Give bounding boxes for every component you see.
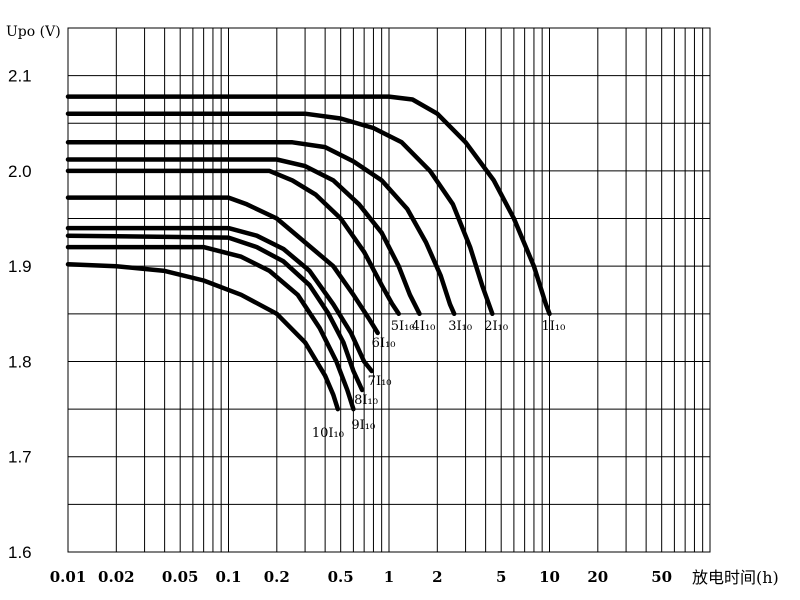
discharge-curve-1 bbox=[65, 94, 552, 317]
curve-label: 1I₁₀ bbox=[542, 319, 566, 334]
x-tick-label: 0.02 bbox=[98, 568, 135, 586]
discharge-curve-4 bbox=[65, 157, 422, 317]
discharge-curve-8 bbox=[65, 233, 365, 393]
y-tick-label: 2.0 bbox=[8, 162, 32, 181]
x-tick-label: 1 bbox=[384, 568, 394, 586]
tick-labels: 1.6 1.7 1.8 1.9 2.0 2.1 0.01 0.02 0.05 0.1 0.2 0.5 1… bbox=[8, 67, 672, 586]
curve-label: 7I₁₀ bbox=[368, 374, 392, 389]
x-tick-label: 0.2 bbox=[264, 568, 290, 586]
curve-label: 5I₁₀ bbox=[391, 319, 415, 334]
discharge-curve-6 bbox=[65, 195, 380, 336]
x-tick-label: 20 bbox=[587, 568, 608, 586]
curve-label: 6I₁₀ bbox=[372, 336, 396, 351]
curve-label: 3I₁₀ bbox=[448, 319, 472, 334]
discharge-curve-10 bbox=[65, 262, 341, 412]
discharge-curve-9 bbox=[65, 244, 356, 412]
x-tick-label: 0.05 bbox=[162, 568, 199, 586]
y-tick-label: 1.9 bbox=[8, 257, 32, 276]
curve-label: 8I₁₀ bbox=[354, 393, 378, 408]
y-tick-label: 1.8 bbox=[8, 352, 32, 371]
discharge-curve-5 bbox=[65, 168, 401, 317]
x-tick-label: 10 bbox=[539, 568, 560, 586]
x-tick-label: 50 bbox=[651, 568, 672, 586]
discharge-curve-2 bbox=[65, 111, 495, 317]
curve-label: 9I₁₀ bbox=[351, 418, 375, 433]
x-tick-label: 0.5 bbox=[328, 568, 354, 586]
y-tick-label: 1.6 bbox=[8, 543, 32, 562]
x-tick-label: 0.01 bbox=[50, 568, 87, 586]
curves bbox=[65, 94, 552, 412]
x-tick-label: 5 bbox=[496, 568, 506, 586]
grid bbox=[67, 27, 711, 553]
discharge-curve-7 bbox=[65, 225, 374, 374]
x-tick-label: 0.1 bbox=[215, 568, 241, 586]
curve-label: 4I₁₀ bbox=[412, 319, 436, 334]
x-axis-title: 放电时间(h) bbox=[692, 568, 779, 587]
curve-label: 2I₁₀ bbox=[484, 319, 508, 334]
y-axis-title: Upo (V) bbox=[6, 24, 61, 40]
x-tick-label: 2 bbox=[432, 568, 442, 586]
curve-label: 10I₁₀ bbox=[312, 426, 344, 441]
y-tick-label: 1.7 bbox=[8, 448, 32, 467]
discharge-curve-3 bbox=[65, 140, 457, 317]
y-tick-label: 2.1 bbox=[8, 67, 32, 86]
